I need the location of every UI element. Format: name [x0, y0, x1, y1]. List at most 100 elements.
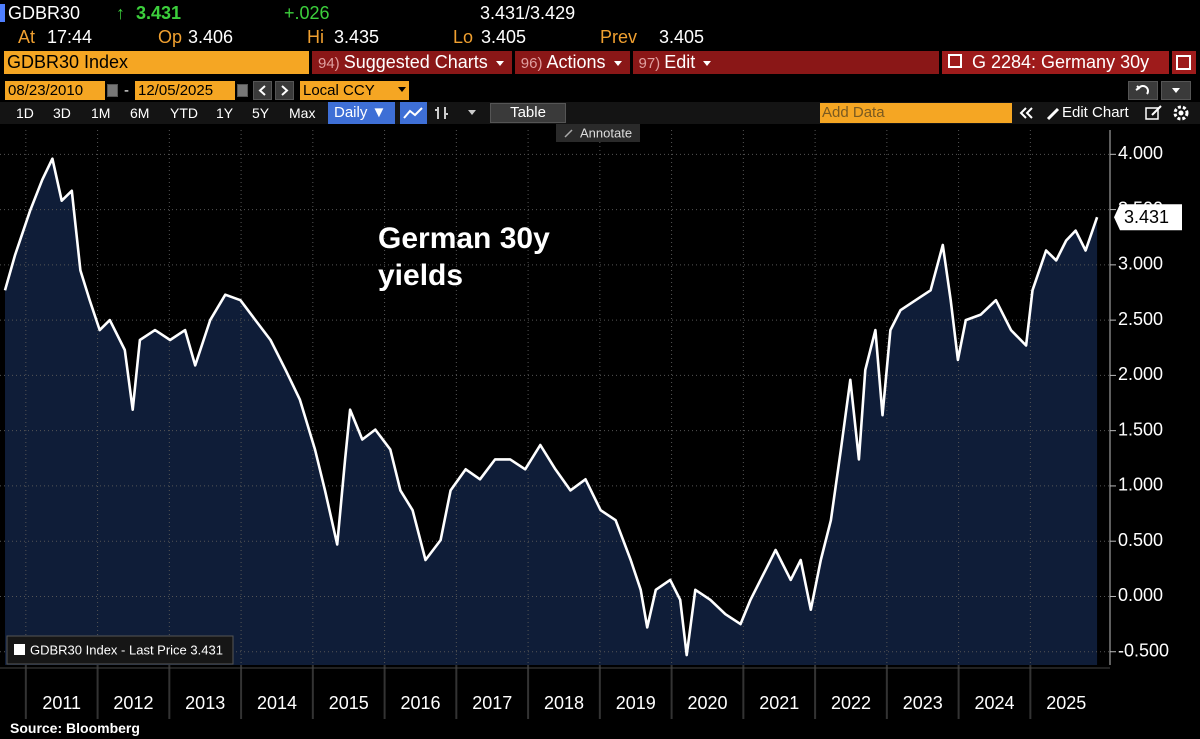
- annotation: German 30y: [378, 222, 550, 255]
- date-separator: -: [124, 82, 129, 99]
- x-tick-label: 2024: [974, 693, 1014, 713]
- y-tick-label: 2.000: [1118, 364, 1163, 384]
- menu-label: Suggested Charts: [343, 52, 488, 72]
- line-chart-icon[interactable]: [400, 102, 427, 124]
- menu-arrow: [495, 60, 504, 66]
- launch-icon: [948, 54, 962, 68]
- x-tick-label: 2018: [544, 693, 584, 713]
- menu-label: Actions: [546, 52, 606, 72]
- menu[interactable]: 94) Suggested Charts: [312, 51, 512, 74]
- period-button[interactable]: 6M: [130, 105, 150, 121]
- x-tick-label: 2021: [759, 693, 799, 713]
- legend-box: [6, 635, 234, 665]
- low-label: Lo: [453, 27, 474, 47]
- frequency[interactable]: Daily ▼: [328, 102, 395, 124]
- function-bar[interactable]: G 2284: Germany 30y: [942, 51, 1169, 74]
- period-button[interactable]: Max: [289, 105, 316, 121]
- calendar-icon[interactable]: [107, 84, 118, 97]
- annotate-label[interactable]: Annotate: [580, 125, 632, 140]
- bid-ask: 3.431/3.429: [480, 3, 576, 23]
- x-tick-label: 2011: [42, 693, 81, 713]
- y-tick-label: 4.000: [1118, 143, 1163, 163]
- last-price: 3.431: [136, 3, 182, 23]
- menu-number: 96): [520, 55, 543, 72]
- legend-label: GDBR30 Index - Last Price 3.431: [30, 642, 223, 657]
- y-tick-label: 1.000: [1118, 475, 1163, 495]
- x-tick-label: 2022: [831, 693, 871, 713]
- legend-swatch: [14, 644, 25, 655]
- menu-arrow: [613, 60, 622, 66]
- period-button[interactable]: 5Y: [252, 105, 270, 121]
- period-button[interactable]: 3D: [53, 105, 71, 121]
- prev: 3.405: [659, 27, 705, 47]
- y-tick-label: 0.000: [1118, 585, 1163, 605]
- open-label: Op: [158, 27, 183, 47]
- period-button[interactable]: 1Y: [216, 105, 234, 121]
- y-tick-label: 2.500: [1118, 309, 1163, 329]
- x-tick-label: 2019: [616, 693, 656, 713]
- arrow: ↑: [116, 3, 125, 23]
- x-tick-label: 2014: [257, 693, 297, 713]
- last-price-label: 3.431: [1124, 207, 1169, 227]
- annotate-button[interactable]: [556, 124, 640, 142]
- period-button[interactable]: 1M: [91, 105, 111, 121]
- undo-button[interactable]: [1128, 81, 1158, 100]
- add-data-field[interactable]: Add Data: [820, 103, 1012, 123]
- next-button[interactable]: [275, 81, 294, 100]
- y-tick-label: 3.000: [1118, 254, 1163, 274]
- x-tick-label: 2012: [113, 693, 153, 713]
- menu-label: Edit: [664, 52, 696, 72]
- x-tick-label: 2017: [472, 693, 512, 713]
- security-field[interactable]: GDBR30 Index: [4, 51, 309, 74]
- window-button[interactable]: [1172, 51, 1196, 74]
- calendar-icon[interactable]: [237, 84, 248, 97]
- prev-button[interactable]: [253, 81, 272, 100]
- x-tick-label: 2025: [1046, 693, 1086, 713]
- at-time: 17:44: [47, 27, 93, 47]
- table-button[interactable]: Table: [490, 103, 566, 123]
- ticker: GDBR30: [8, 3, 81, 23]
- currency-dropdown[interactable]: [395, 81, 409, 100]
- edit-chart-button[interactable]: Edit Chart: [1044, 103, 1139, 123]
- prev-label: Prev: [600, 27, 638, 47]
- settings-icon[interactable]: [1170, 103, 1192, 123]
- y-tick-label: 0.500: [1118, 530, 1163, 550]
- bar-chart-icon[interactable]: [430, 102, 456, 124]
- menu-bar: 94) Suggested Charts 96) Actions 97) Edit: [312, 51, 942, 74]
- edit-icon[interactable]: [1143, 103, 1165, 123]
- end-date[interactable]: 12/05/2025: [135, 81, 235, 100]
- menu-arrow: [703, 60, 712, 66]
- y-tick-label: -0.500: [1118, 640, 1169, 660]
- last-price-tag: [1114, 204, 1182, 231]
- x-tick-label: 2015: [329, 693, 369, 713]
- menu[interactable]: 97) Edit: [632, 51, 939, 74]
- open: 3.406: [188, 27, 234, 47]
- function-title: G 2284: Germany 30y: [972, 52, 1150, 72]
- price-line: [3, 157, 1099, 657]
- area-fill: [5, 158, 1098, 665]
- start-date[interactable]: 08/23/2010: [5, 81, 105, 100]
- period-button[interactable]: YTD: [170, 105, 198, 121]
- period-button[interactable]: 1D: [16, 105, 34, 121]
- x-tick-label: 2020: [687, 693, 727, 713]
- menu[interactable]: 96) Actions: [514, 51, 630, 74]
- high-label: Hi: [307, 27, 324, 47]
- at-label: At: [18, 27, 36, 47]
- collapse-button[interactable]: [1016, 103, 1038, 123]
- x-tick-label: 2023: [903, 693, 943, 713]
- x-tick-label: 2013: [185, 693, 225, 713]
- y-tick-label: 1.500: [1118, 419, 1163, 439]
- currency[interactable]: Local CCY: [300, 81, 395, 100]
- menu-number: 97): [638, 55, 661, 72]
- source: Source: Bloomberg: [10, 720, 140, 736]
- low: 3.405: [481, 27, 527, 47]
- annotate-icon: [564, 129, 573, 138]
- chart-type-dropdown[interactable]: [462, 102, 484, 124]
- cursor: [0, 4, 5, 22]
- annotation: yields: [378, 259, 463, 292]
- dropdown-button[interactable]: [1161, 81, 1191, 100]
- high: 3.435: [334, 27, 380, 47]
- x-tick-label: 2016: [400, 693, 440, 713]
- menu-number: 94): [318, 55, 340, 72]
